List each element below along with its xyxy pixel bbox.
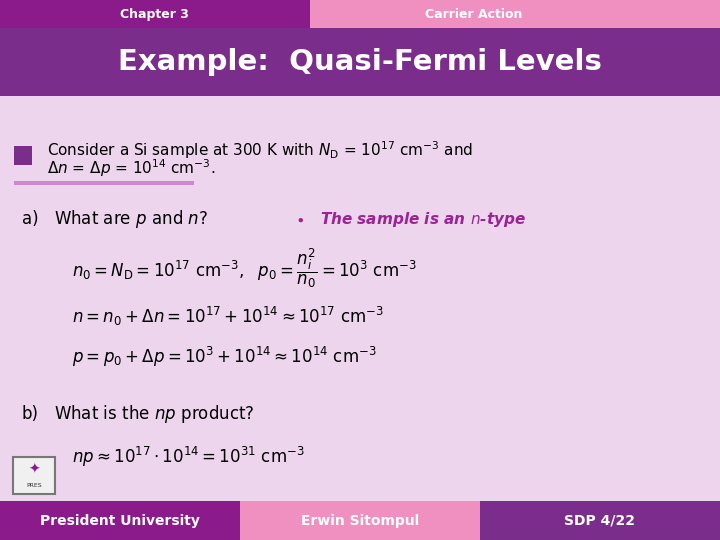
Text: Consider a Si sample at 300 K with $N_{\rm D}$ = 10$^{17}$ cm$^{-3}$ and: Consider a Si sample at 300 K with $N_{\… [47,139,473,161]
Text: PRES: PRES [27,483,42,488]
Text: Carrier Action: Carrier Action [425,8,523,21]
Text: $\Delta n$ = $\Delta p$ = 10$^{14}$ cm$^{-3}$.: $\Delta n$ = $\Delta p$ = 10$^{14}$ cm$^… [47,158,215,179]
Text: $\bullet$: $\bullet$ [295,212,304,227]
Bar [310,0,720,28]
Text: SDP 4/22: SDP 4/22 [564,514,636,528]
Bar [14,146,32,165]
Text: $np \approx 10^{17} \cdot 10^{14} = 10^{31}\ \mathrm{cm}^{-3}$: $np \approx 10^{17} \cdot 10^{14} = 10^{… [72,444,305,469]
Bar [240,501,480,540]
Text: President University: President University [40,514,200,528]
Text: $p = p_0 + \Delta p = 10^3+10^{14} \approx 10^{14}\ \mathrm{cm}^{-3}$: $p = p_0 + \Delta p = 10^3+10^{14} \appr… [72,345,377,369]
Text: Example:  Quasi-Fermi Levels: Example: Quasi-Fermi Levels [118,48,602,76]
Text: What are $p$ and $n$?: What are $p$ and $n$? [54,208,208,230]
Text: a): a) [22,210,38,228]
Bar [0,501,240,540]
Bar [14,181,194,185]
Text: The sample is an $n$-type: The sample is an $n$-type [320,210,526,229]
Bar [480,501,720,540]
Text: b): b) [22,405,39,423]
Text: Chapter 3: Chapter 3 [120,8,189,21]
Text: Erwin Sitompul: Erwin Sitompul [301,514,419,528]
Text: What is the $np$ product?: What is the $np$ product? [54,403,254,425]
Text: $n = n_0 + \Delta n = 10^{17}+10^{14} \approx 10^{17}\ \mathrm{cm}^{-3}$: $n = n_0 + \Delta n = 10^{17}+10^{14} \a… [72,305,384,328]
Text: $n_0 = N_{\rm D} = 10^{17}\ \mathrm{cm}^{-3},\ \ p_0 = \dfrac{n_i^2}{n_0} = 10^3: $n_0 = N_{\rm D} = 10^{17}\ \mathrm{cm}^… [72,246,417,289]
Bar [0,28,720,96]
Bar [0,0,310,28]
Text: ✦: ✦ [28,462,40,476]
